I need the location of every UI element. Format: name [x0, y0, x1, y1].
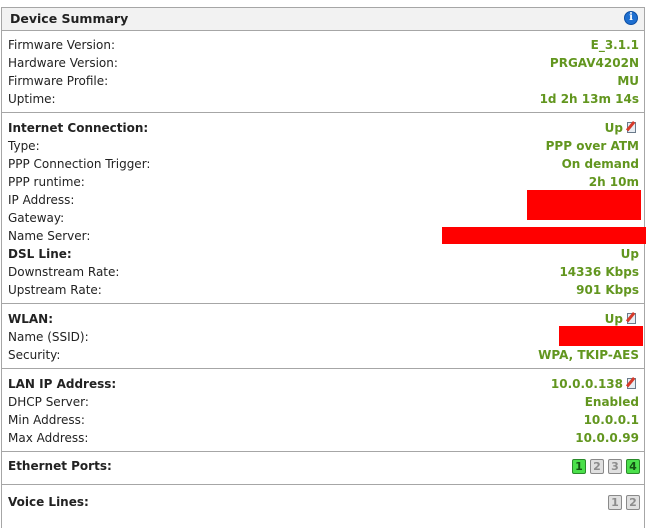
- dsl-line-value: Up: [620, 247, 639, 261]
- ppp-trigger-value: On demand: [561, 157, 639, 171]
- wlan-section: WLAN: Up Name (SSID): Security: WPA, TKI…: [2, 304, 644, 369]
- downstream-rate-value: 14336 Kbps: [559, 265, 639, 279]
- edit-icon[interactable]: [625, 121, 639, 134]
- lan-section: LAN IP Address: 10.0.0.138 DHCP Server: …: [2, 369, 644, 452]
- ip-address-row: IP Address:: [2, 190, 644, 220]
- name-server-redaction: [442, 227, 646, 244]
- ip-address-redaction: [527, 190, 641, 220]
- firmware-profile-label: Firmware Profile:: [8, 74, 109, 88]
- panel-title: Device Summary: [10, 11, 129, 26]
- ppp-trigger-row: PPP Connection Trigger: On demand: [2, 155, 644, 173]
- wlan-status: Up: [605, 310, 639, 328]
- connection-type-row: Type: PPP over ATM: [2, 137, 644, 155]
- firmware-version-row: Firmware Version: E_3.1.1: [2, 36, 644, 54]
- lan-ip-value: 10.0.0.138: [551, 375, 639, 393]
- ppp-trigger-label: PPP Connection Trigger:: [8, 157, 151, 171]
- dhcp-server-row: DHCP Server: Enabled: [2, 393, 644, 411]
- ppp-runtime-value: 2h 10m: [588, 175, 639, 189]
- dhcp-server-value: Enabled: [584, 395, 639, 409]
- min-address-row: Min Address: 10.0.0.1: [2, 411, 644, 429]
- max-address-label: Max Address:: [8, 431, 89, 445]
- upstream-rate-row: Upstream Rate: 901 Kbps: [2, 281, 644, 299]
- firmware-profile-row: Firmware Profile: MU: [2, 72, 644, 90]
- lan-title: LAN IP Address:: [8, 377, 117, 391]
- connection-type-value: PPP over ATM: [545, 139, 639, 153]
- edit-icon[interactable]: [625, 377, 639, 390]
- security-value: WPA, TKIP-AES: [538, 348, 639, 362]
- uptime-row: Uptime: 1d 2h 13m 14s: [2, 90, 644, 108]
- voice-title: Voice Lines:: [8, 495, 89, 509]
- security-row: Security: WPA, TKIP-AES: [2, 346, 644, 364]
- internet-connection-title: Internet Connection:: [8, 121, 149, 135]
- ip-address-label: IP Address:: [8, 193, 75, 207]
- edit-icon[interactable]: [625, 312, 639, 325]
- voice-line-2[interactable]: 2: [626, 495, 640, 510]
- lan-header: LAN IP Address: 10.0.0.138: [2, 375, 644, 393]
- wlan-header: WLAN: Up: [2, 310, 644, 328]
- firmware-profile-value: MU: [617, 74, 639, 88]
- internet-connection-status: Up: [605, 119, 639, 137]
- lan-ip-text: 10.0.0.138: [550, 377, 623, 391]
- device-info-section: Firmware Version: E_3.1.1 Hardware Versi…: [2, 31, 644, 113]
- ethernet-port-1[interactable]: 1: [572, 459, 586, 474]
- ethernet-port-4[interactable]: 4: [626, 459, 640, 474]
- internet-connection-header: Internet Connection: Up: [2, 119, 644, 137]
- firmware-version-label: Firmware Version:: [8, 38, 115, 52]
- ppp-runtime-label: PPP runtime:: [8, 175, 85, 189]
- name-server-row: Name Server:: [2, 227, 646, 245]
- upstream-rate-value: 901 Kbps: [576, 283, 639, 297]
- panel-header: Device Summary i: [2, 8, 644, 31]
- min-address-value: 10.0.0.1: [583, 413, 639, 427]
- ssid-row: Name (SSID):: [2, 326, 644, 346]
- dsl-line-row: DSL Line: Up: [2, 245, 644, 263]
- info-icon[interactable]: i: [624, 11, 638, 25]
- gateway-label: Gateway:: [8, 211, 65, 225]
- firmware-version-value: E_3.1.1: [590, 38, 639, 52]
- voice-header: Voice Lines:: [2, 493, 644, 511]
- ssid-redaction: [559, 326, 643, 346]
- upstream-rate-label: Upstream Rate:: [8, 283, 102, 297]
- hardware-version-label: Hardware Version:: [8, 56, 118, 70]
- connection-type-label: Type:: [8, 139, 40, 153]
- voice-line-1[interactable]: 1: [608, 495, 622, 510]
- dhcp-server-label: DHCP Server:: [8, 395, 89, 409]
- hardware-version-row: Hardware Version: PRGAV4202N: [2, 54, 644, 72]
- min-address-label: Min Address:: [8, 413, 85, 427]
- max-address-value: 10.0.0.99: [575, 431, 639, 445]
- downstream-rate-label: Downstream Rate:: [8, 265, 120, 279]
- ethernet-title: Ethernet Ports:: [8, 459, 112, 473]
- wlan-status-text: Up: [604, 312, 623, 326]
- gateway-row: Gateway:: [2, 209, 644, 227]
- max-address-row: Max Address: 10.0.0.99: [2, 429, 644, 447]
- ssid-label: Name (SSID):: [8, 330, 89, 344]
- hardware-version-value: PRGAV4202N: [549, 56, 639, 70]
- downstream-rate-row: Downstream Rate: 14336 Kbps: [2, 263, 644, 281]
- dsl-line-label: DSL Line:: [8, 247, 72, 261]
- wlan-title: WLAN:: [8, 312, 54, 326]
- ethernet-header: Ethernet Ports:: [2, 457, 644, 475]
- name-server-label: Name Server:: [8, 229, 91, 243]
- uptime-label: Uptime:: [8, 92, 56, 106]
- device-summary-panel: Device Summary i Firmware Version: E_3.1…: [1, 7, 646, 528]
- ppp-runtime-row: PPP runtime: 2h 10m: [2, 173, 644, 191]
- internet-status-text: Up: [604, 121, 623, 135]
- security-label: Security:: [8, 348, 61, 362]
- uptime-value: 1d 2h 13m 14s: [539, 92, 639, 106]
- internet-connection-section: Internet Connection: Up Type: PPP over A…: [2, 113, 646, 304]
- ethernet-port-2[interactable]: 2: [590, 459, 604, 474]
- ethernet-port-3[interactable]: 3: [608, 459, 622, 474]
